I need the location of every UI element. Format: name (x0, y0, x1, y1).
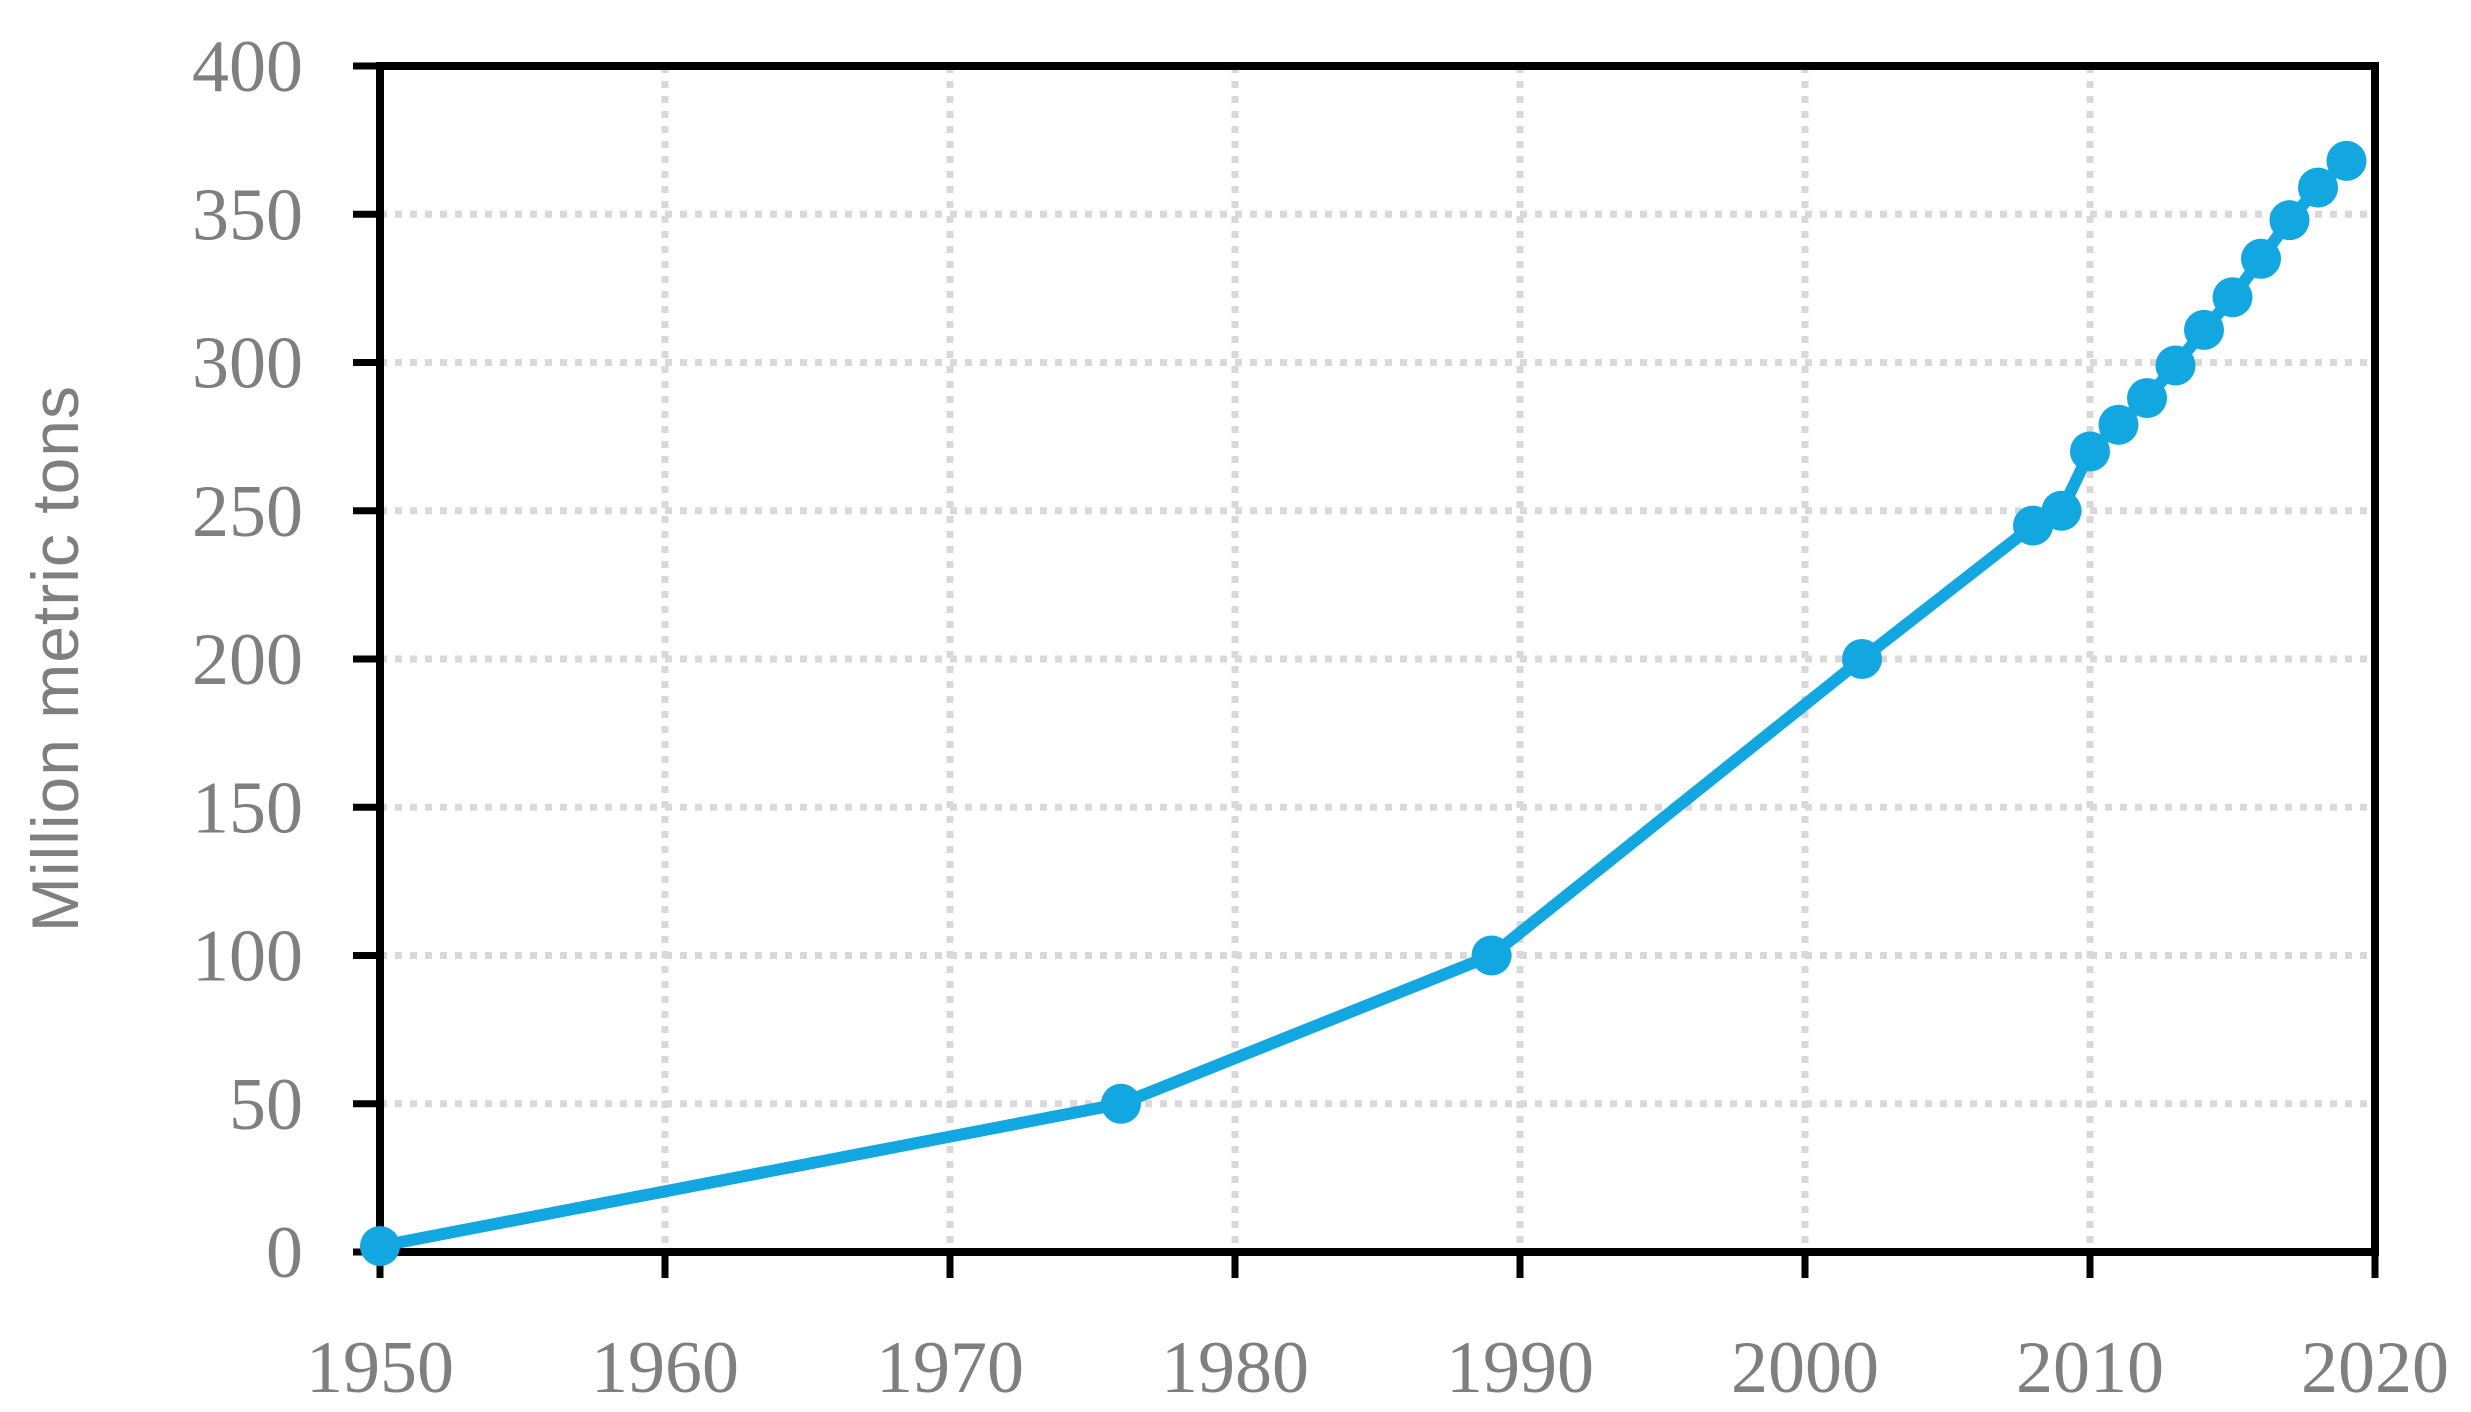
x-tick-label: 1950 (306, 1327, 454, 1409)
x-tick-label: 1960 (591, 1327, 739, 1409)
x-tick-label: 2020 (2301, 1327, 2449, 1409)
y-tick-label: 350 (192, 174, 303, 256)
y-tick-label: 250 (192, 471, 303, 553)
tick-marks (353, 62, 2379, 1278)
data-point (2127, 378, 2167, 419)
data-point (2155, 345, 2196, 386)
data-point (1471, 935, 1512, 976)
x-tick-label: 1990 (1446, 1327, 1594, 1409)
y-tick-label: 300 (192, 323, 303, 405)
y-tick-label: 200 (192, 619, 303, 701)
gridlines (380, 66, 2375, 1252)
data-point (1101, 1083, 1141, 1124)
y-tick-label: 100 (192, 916, 303, 998)
x-tick-label: 1970 (876, 1327, 1024, 1409)
data-point (2326, 140, 2367, 181)
data-point (2184, 309, 2224, 350)
data-point (360, 1226, 400, 1267)
data-point (1842, 639, 1882, 679)
data-point (2098, 404, 2139, 445)
data-point (2241, 238, 2281, 279)
y-tick-label: 400 (192, 26, 303, 108)
data-point (2070, 431, 2110, 472)
data-point (2041, 490, 2082, 531)
y-tick-label: 0 (266, 1212, 303, 1294)
x-tick-label: 2000 (1731, 1327, 1879, 1409)
y-tick-labels: 0 50 100 150 200 250 300 350 400 (192, 26, 303, 1294)
x-tick-label: 2010 (2016, 1327, 2164, 1409)
data-point (2298, 167, 2338, 208)
data-point (2269, 200, 2310, 241)
series-line (374, 154, 2353, 1253)
x-tick-labels: 1950 1960 1970 1980 1990 2000 2010 2020 (306, 1327, 2449, 1409)
series-markers (360, 140, 2367, 1267)
data-point (2212, 277, 2253, 318)
y-tick-label: 50 (229, 1064, 303, 1146)
y-tick-label: 150 (192, 767, 303, 849)
x-tick-label: 1980 (1161, 1327, 1309, 1409)
